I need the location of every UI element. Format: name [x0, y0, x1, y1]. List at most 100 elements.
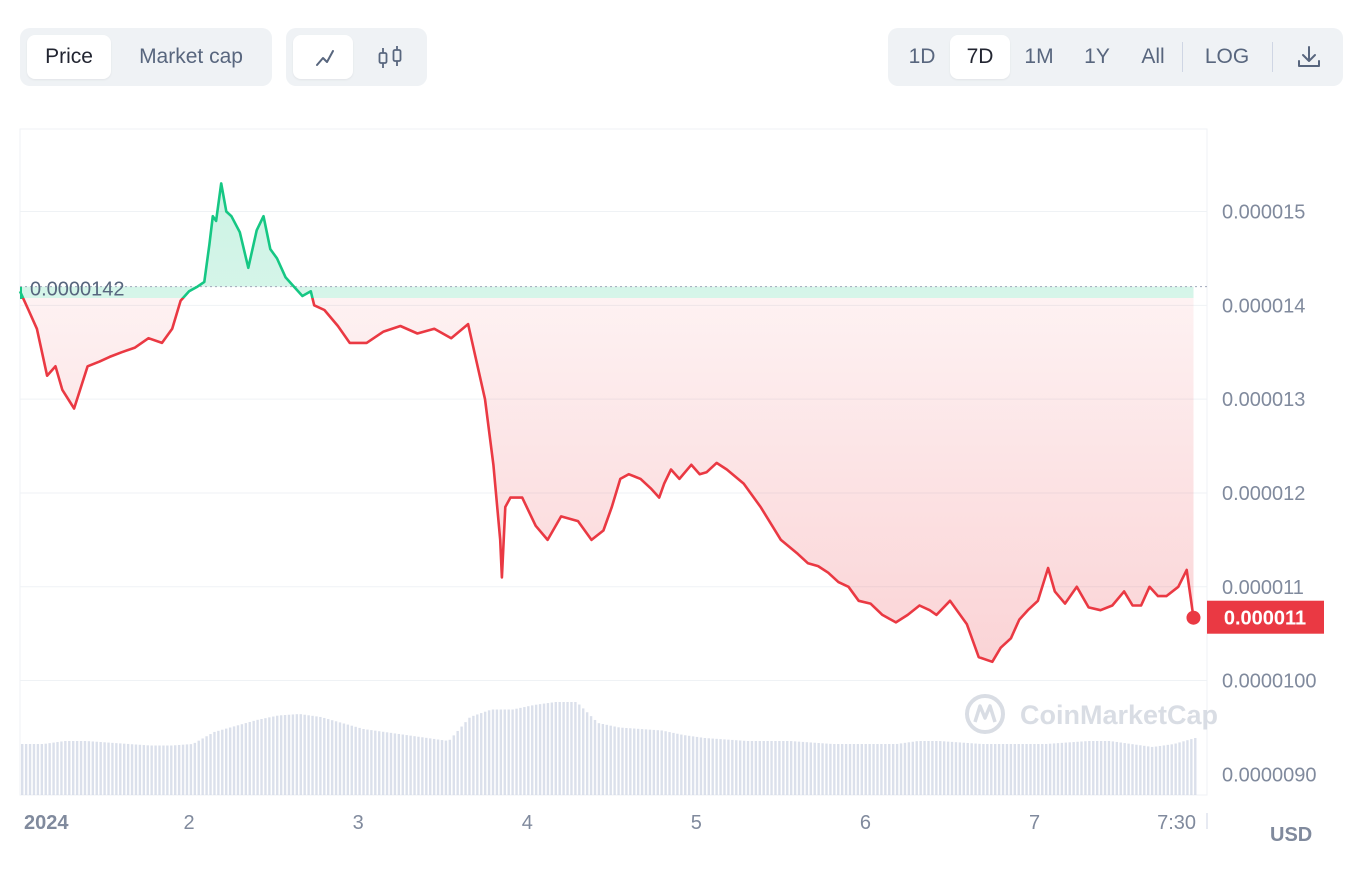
volume-bar	[766, 741, 769, 795]
volume-bar	[130, 744, 134, 795]
volume-bar	[209, 734, 212, 795]
tab-market-cap[interactable]: Market cap	[139, 45, 243, 68]
volume-bar	[742, 740, 746, 795]
volume-bar	[829, 743, 832, 795]
volume-bar	[276, 715, 279, 795]
volume-bar	[644, 729, 648, 795]
volume-bar	[381, 731, 385, 795]
volume-bar	[903, 742, 907, 795]
price-line-up	[18, 182, 314, 298]
volume-bar	[28, 744, 32, 795]
volume-bar	[809, 742, 812, 795]
volume-bar	[911, 741, 914, 795]
volume-bar	[974, 743, 977, 795]
volume-bar	[805, 742, 809, 795]
volume-bar	[425, 737, 428, 795]
volume-bar	[87, 741, 91, 795]
volume-bar	[1139, 745, 1142, 795]
volume-bar	[1033, 744, 1036, 795]
volume-bar	[864, 744, 867, 795]
volume-bar	[1005, 744, 1009, 795]
volume-bar	[1048, 743, 1052, 795]
volume-bar	[778, 741, 781, 795]
volume-bar	[342, 723, 346, 795]
volume-bar	[366, 729, 369, 795]
log-toggle[interactable]: LOG	[1204, 45, 1250, 68]
range-1y[interactable]: 1Y	[1084, 45, 1110, 68]
volume-bar	[684, 735, 687, 795]
volume-bar	[303, 714, 306, 795]
volume-bar	[719, 739, 722, 795]
volume-bar	[990, 744, 993, 795]
range-1m[interactable]: 1M	[1024, 45, 1054, 68]
volume-bar	[111, 742, 114, 795]
volume-bar	[1190, 739, 1193, 795]
y-tick-label: 0.000011	[1222, 577, 1304, 599]
volume-bar	[652, 729, 656, 795]
volume-bar	[134, 744, 138, 795]
volume-bar	[154, 745, 157, 795]
volume-bar	[1001, 744, 1005, 795]
volume-bar	[1107, 741, 1111, 795]
volume-bar	[429, 738, 432, 795]
volume-bar	[480, 713, 483, 795]
volume-bar	[1158, 745, 1162, 795]
line-chart-button[interactable]	[293, 35, 353, 79]
volume-bar	[185, 744, 189, 795]
volume-bar	[495, 709, 499, 795]
volume-bar	[197, 740, 200, 795]
download-button[interactable]	[1282, 35, 1336, 79]
volume-bar	[1154, 746, 1158, 795]
volume-bar	[656, 730, 659, 795]
volume-bar	[837, 744, 840, 795]
volume-bar	[1029, 744, 1032, 795]
volume-bar	[413, 736, 416, 795]
volume-bar	[181, 744, 185, 795]
volume-bar	[735, 740, 738, 795]
volume-bar	[582, 708, 585, 795]
volume-bar	[1174, 743, 1177, 795]
volume-bar	[542, 703, 546, 795]
volume-bar	[966, 742, 969, 795]
divider	[1272, 42, 1273, 72]
volume-bar	[354, 726, 357, 795]
volume-bar	[75, 741, 79, 795]
volume-bar	[295, 714, 299, 795]
range-all[interactable]: All	[1141, 45, 1165, 68]
volume-bar	[758, 741, 761, 795]
volume-bar	[664, 731, 667, 795]
volume-bar	[613, 726, 616, 795]
volume-bar	[915, 741, 918, 795]
volume-bar	[334, 721, 338, 795]
volume-bar	[844, 744, 848, 795]
tab-price[interactable]: Price	[27, 35, 111, 79]
range-7d[interactable]: 7D	[950, 35, 1010, 79]
volume-bar	[60, 741, 63, 795]
y-tick-label: 0.0000090	[1222, 764, 1317, 786]
volume-bar	[1194, 738, 1197, 795]
volume-bar	[927, 741, 930, 795]
range-1d[interactable]: 1D	[908, 45, 936, 68]
y-tick-label: 0.000014	[1222, 295, 1305, 317]
volume-bar	[346, 724, 350, 795]
volume-bar	[436, 739, 440, 795]
y-tick-label: 0.000015	[1222, 202, 1305, 224]
volume-bar	[448, 739, 452, 795]
volume-bar	[21, 744, 24, 795]
volume-bar	[566, 702, 569, 795]
volume-bar	[950, 741, 954, 795]
volume-bar	[126, 743, 130, 795]
candlestick-button[interactable]	[360, 35, 420, 79]
volume-bar	[174, 745, 177, 795]
volume-bar	[531, 705, 534, 795]
volume-bar	[1119, 742, 1122, 795]
volume-bar	[770, 741, 773, 795]
volume-bar	[217, 730, 220, 795]
volume-bar	[640, 729, 644, 795]
volume-bar	[558, 702, 561, 795]
volume-bar	[138, 744, 142, 795]
volume-bar	[534, 704, 538, 795]
y-tick-label: 0.000013	[1222, 389, 1305, 411]
volume-bar	[236, 725, 240, 795]
volume-bar	[315, 716, 318, 795]
